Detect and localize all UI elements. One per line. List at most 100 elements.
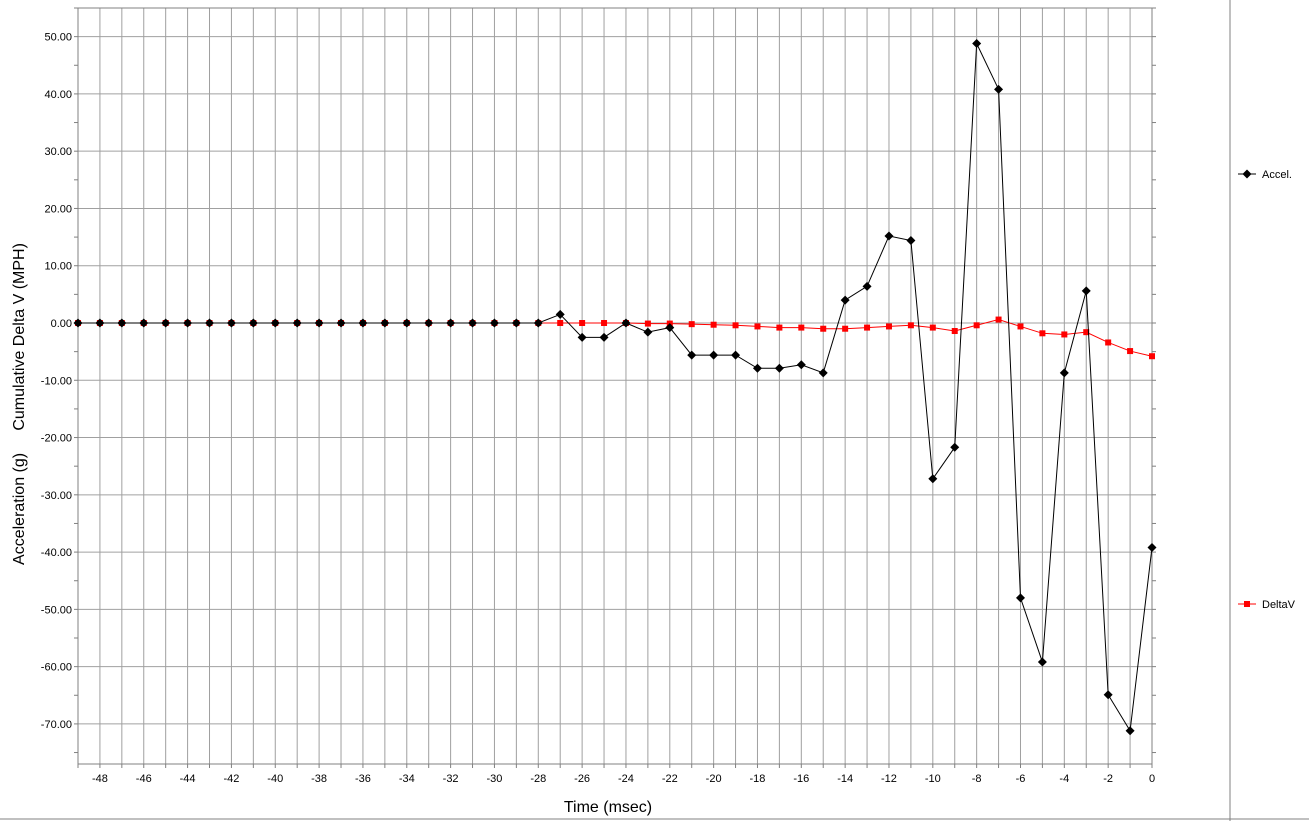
- data-point: [906, 236, 916, 246]
- y-tick-label: -30.00: [41, 490, 72, 502]
- data-point: [117, 318, 127, 328]
- data-point: [1039, 330, 1046, 337]
- data-point: [1081, 286, 1091, 296]
- data-point: [358, 318, 368, 328]
- series-line: [78, 43, 1153, 733]
- legend-label: Accel.: [1262, 169, 1292, 181]
- data-point: [1015, 593, 1025, 603]
- data-point: [292, 318, 302, 328]
- data-point: [710, 321, 717, 328]
- x-tick-label: -36: [355, 773, 371, 785]
- data-point: [884, 231, 894, 241]
- x-axis-title: Time (msec): [564, 799, 652, 816]
- data-point: [731, 350, 741, 360]
- x-tick-label: -26: [574, 773, 590, 785]
- data-point: [1125, 726, 1135, 736]
- x-tick-label: -6: [1016, 773, 1026, 785]
- x-tick-label: -34: [399, 773, 415, 785]
- x-tick-label: -40: [267, 773, 283, 785]
- data-point: [511, 318, 521, 328]
- y-tick-label: -20.00: [41, 433, 72, 445]
- data-point: [1059, 368, 1069, 378]
- y-tick-label: 20.00: [44, 203, 72, 215]
- data-point: [183, 318, 193, 328]
- legend-item: DeltaV: [1238, 599, 1296, 611]
- data-point: [402, 318, 412, 328]
- series-layer: [73, 39, 1157, 736]
- data-point: [489, 318, 499, 328]
- data-point: [424, 318, 434, 328]
- y-tick-label: -10.00: [41, 375, 72, 387]
- data-point: [687, 350, 697, 360]
- data-point: [1103, 690, 1113, 700]
- data-point: [732, 322, 739, 329]
- data-point: [907, 322, 914, 329]
- data-point: [1127, 348, 1134, 355]
- data-point: [1037, 657, 1047, 667]
- data-point: [864, 324, 871, 331]
- legend-item: Accel.: [1238, 169, 1292, 181]
- y-tick-label: 50.00: [44, 32, 72, 44]
- data-point: [621, 318, 631, 328]
- data-point: [994, 84, 1004, 94]
- data-point: [579, 320, 586, 326]
- y-tick-label: -40.00: [41, 547, 72, 559]
- data-point: [599, 332, 609, 342]
- grid-layer: [77, 8, 1153, 764]
- x-tick-label: -22: [662, 773, 678, 785]
- data-point: [950, 442, 960, 452]
- data-point: [336, 318, 346, 328]
- y-tick-label: 40.00: [44, 89, 72, 101]
- data-point: [226, 318, 236, 328]
- data-point: [885, 323, 892, 330]
- data-point: [557, 320, 564, 326]
- data-point: [1017, 323, 1024, 330]
- data-point: [820, 325, 827, 332]
- legend: Accel. DeltaV: [1238, 169, 1296, 611]
- y-axis-title: Acceleration (g) Cumulative Delta V (MPH…: [11, 243, 28, 565]
- x-tick-label: -38: [311, 773, 327, 785]
- data-point: [665, 323, 675, 333]
- x-tick-label: -44: [180, 773, 196, 785]
- data-point: [161, 318, 171, 328]
- x-tick-label: -20: [706, 773, 722, 785]
- data-point: [752, 363, 762, 373]
- data-point: [862, 281, 872, 291]
- y-tick-label: 10.00: [44, 261, 72, 273]
- data-point: [555, 309, 565, 319]
- data-point: [643, 327, 653, 337]
- data-point: [139, 318, 149, 328]
- x-tick-label: -12: [881, 773, 897, 785]
- data-point: [95, 318, 105, 328]
- x-tick-label: 0: [1149, 773, 1155, 785]
- data-point: [973, 322, 980, 329]
- data-point: [601, 320, 608, 326]
- x-tick-label: -30: [486, 773, 502, 785]
- data-point: [754, 323, 761, 330]
- data-point: [446, 318, 456, 328]
- x-tick-label: -4: [1059, 773, 1069, 785]
- data-point: [798, 324, 805, 331]
- data-point: [972, 39, 982, 49]
- data-point: [533, 318, 543, 328]
- x-tick-label: -28: [530, 773, 546, 785]
- y-tick-label: -50.00: [41, 604, 72, 616]
- data-point: [577, 332, 587, 342]
- data-point: [73, 318, 83, 328]
- data-point: [709, 350, 719, 360]
- series-line: [78, 319, 1153, 357]
- data-point: [842, 325, 849, 332]
- data-point: [774, 363, 784, 373]
- axis-ticks: -48 -46 -44 -42 -40 -38 -36 -34 -32 -30 -28 -26 -24-…: [41, 7, 1156, 785]
- data-point: [818, 368, 828, 378]
- y-tick-label: -70.00: [41, 719, 72, 731]
- data-point: [468, 318, 478, 328]
- x-tick-label: -32: [443, 773, 459, 785]
- y-tick-label: 0.00: [51, 318, 72, 330]
- x-tick-label: -46: [136, 773, 152, 785]
- legend-label: DeltaV: [1262, 599, 1296, 611]
- data-point: [776, 324, 783, 331]
